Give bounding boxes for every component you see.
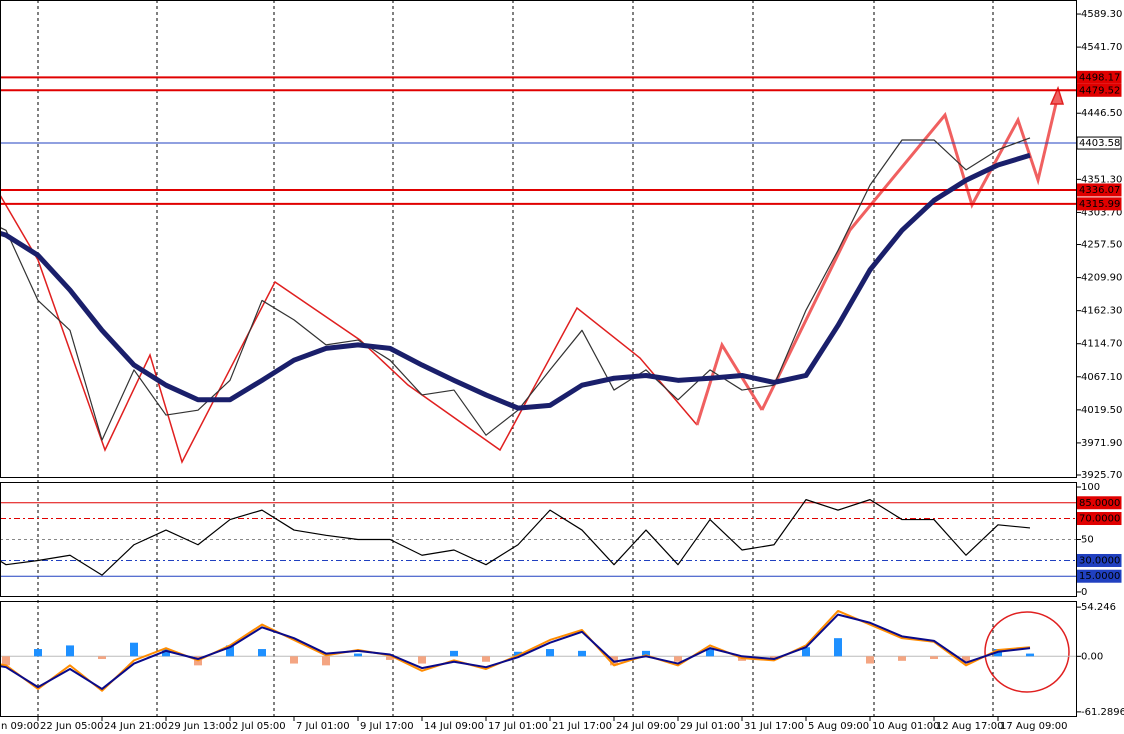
histogram-bar (98, 656, 106, 660)
panel-border (0, 0, 1077, 478)
level-label: 4403.58 (1079, 138, 1120, 149)
y-tick-label: 4351.30 (1081, 174, 1122, 185)
x-tick-label: 2 Jul 05:00 (232, 721, 286, 732)
histogram-bar (354, 653, 362, 657)
series-line (0, 137, 1031, 441)
x-tick-label: 29 Jun 13:00 (168, 721, 232, 732)
x-tick-label: 10 Aug 01:00 (872, 721, 939, 732)
histogram-bar (34, 649, 42, 657)
histogram-bar (66, 645, 74, 657)
y-tick-label: 54.246 (1081, 602, 1116, 613)
zigzag (695, 341, 764, 426)
panel-border (0, 482, 1077, 597)
x-tick-label: 21 Jul 17:00 (552, 721, 612, 732)
histogram-bar (866, 656, 874, 664)
level-label: 4479.52 (1079, 85, 1120, 96)
x-tick-label: 14 Jul 09:00 (424, 721, 484, 732)
zigzag-annotations (0, 85, 1070, 693)
histogram-bar (802, 647, 810, 657)
x-tick-label: 31 Jul 17:00 (744, 721, 804, 732)
series-line (0, 613, 1031, 690)
y-tick-label: 4114.70 (1081, 339, 1122, 350)
x-tick-label: 5 Aug 09:00 (808, 721, 869, 732)
histogram-bar (834, 638, 842, 657)
x-tick-label: 22 Jun 05:00 (40, 721, 104, 732)
y-tick-label: 0.00 (1081, 651, 1103, 662)
x-tick-label: 24 Jun 21:00 (104, 721, 168, 732)
histogram-bar (962, 656, 970, 664)
y-tick-label: 4446.50 (1081, 108, 1122, 119)
y-tick-label: 4257.50 (1081, 240, 1122, 251)
y-tick-label: 4067.10 (1081, 372, 1122, 383)
y-tick-label: 100 (1081, 482, 1100, 493)
histogram-bar (162, 649, 170, 657)
zigzag (760, 94, 1060, 411)
level-label: 15.0000 (1079, 571, 1120, 582)
histogram-bar (898, 656, 906, 661)
x-tick-label: 24 Jul 09:00 (616, 721, 676, 732)
x-tick-label: 17 Jul 01:00 (488, 721, 548, 732)
highlight-circle (984, 611, 1070, 693)
histogram-bar (130, 642, 138, 657)
series-line (0, 152, 1031, 411)
histogram-bar (706, 649, 714, 657)
histogram-bar (450, 650, 458, 657)
y-tick-label: 4209.90 (1081, 273, 1122, 284)
panel-border (0, 601, 1077, 717)
histogram-bar (290, 656, 298, 664)
panel-borders (0, 0, 1077, 717)
y-tick-label: 3971.90 (1081, 438, 1122, 449)
y-tick-label: 4019.50 (1081, 405, 1122, 416)
y-tick-label: 50 (1081, 535, 1094, 546)
level-label: 70.0000 (1079, 514, 1120, 525)
x-tick-label: 7 Jul 01:00 (296, 721, 350, 732)
level-label: 4336.07 (1079, 185, 1120, 196)
x-tick-label: n 09:00 (1, 721, 39, 732)
histogram-bar (1026, 653, 1034, 657)
histogram-bar (674, 656, 682, 662)
level-label: 85.0000 (1079, 498, 1120, 509)
y-tick-label: 3925.70 (1081, 470, 1122, 481)
y-tick-label: -61.2896 (1081, 707, 1124, 718)
y-tick-label: 4541.70 (1081, 42, 1122, 53)
histogram-bar (482, 656, 490, 662)
histogram-bar (258, 649, 266, 657)
level-label: 4498.17 (1079, 72, 1120, 83)
plot-area: n 09:00 22 Jun 05:00 24 Jun 21:00 29 Jun 13… (0, 9, 1124, 732)
x-tick-label: 12 Aug 17:00 (936, 721, 1003, 732)
y-tick-label: 4589.30 (1081, 9, 1122, 20)
x-tick-label: 29 Jul 01:00 (680, 721, 740, 732)
histogram-bar (546, 649, 554, 657)
y-tick-label: 4162.30 (1081, 306, 1122, 317)
histogram-bar (514, 651, 522, 657)
zigzag (0, 194, 698, 464)
x-tick-label: 9 Jul 17:00 (360, 721, 414, 732)
histogram-bar (386, 656, 394, 660)
histogram-bar (642, 650, 650, 657)
series-line (0, 499, 1031, 576)
level-label: 4315.99 (1079, 199, 1120, 210)
histogram-bar (226, 645, 234, 657)
histogram-bar (418, 656, 426, 664)
histogram-bar (322, 656, 330, 666)
histogram-bar (578, 650, 586, 657)
x-tick-label: 17 Aug 09:00 (1000, 721, 1067, 732)
histogram-bar (930, 656, 938, 660)
y-tick-label: 4303.70 (1081, 207, 1122, 218)
level-label: 30.0000 (1079, 555, 1120, 566)
arrow-head (1049, 85, 1065, 105)
histogram-bar (2, 656, 10, 666)
y-tick-label: 0 (1081, 587, 1087, 598)
